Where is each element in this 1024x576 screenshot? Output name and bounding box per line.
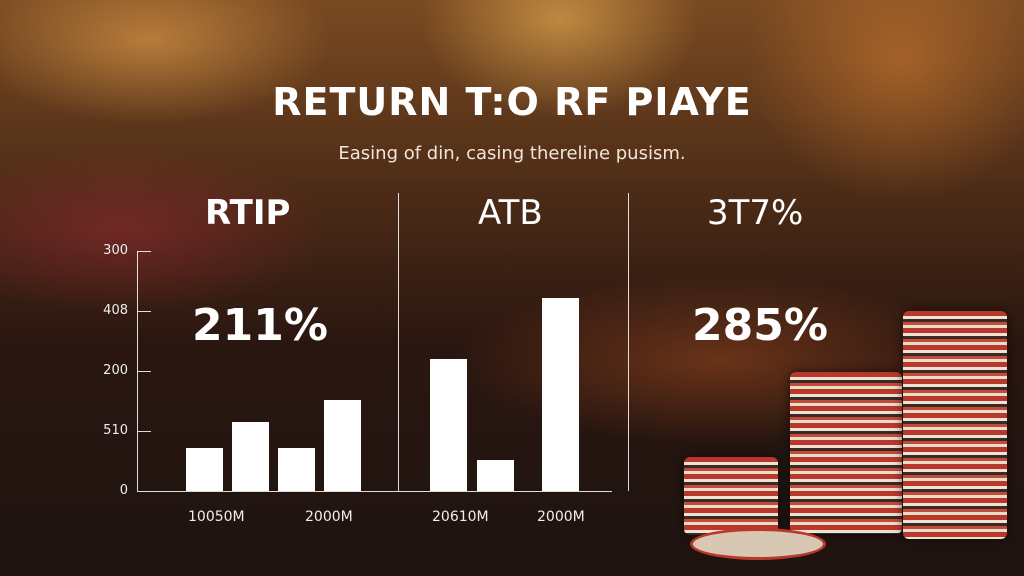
chart-title-rtip: RTIP (205, 193, 291, 233)
tick-mark (137, 251, 151, 252)
y-tick: 510 (103, 423, 128, 438)
tick-mark (137, 311, 151, 312)
x-axis (137, 491, 612, 492)
chart-title-atb: ATB (478, 193, 543, 233)
divider (628, 193, 629, 491)
page-title: RETURN T:O RF PIAYE (272, 80, 752, 124)
page-subtitle: Easing of din, casing thereline pusism. (338, 143, 686, 164)
y-tick: 0 (119, 483, 128, 498)
y-tick: 408 (103, 303, 128, 318)
x-tick-label: 2000M (537, 509, 585, 525)
chip-stack (790, 372, 902, 534)
x-tick-label: 20610M (432, 509, 489, 525)
rtip-bar-2 (232, 422, 269, 491)
chip-stack (903, 311, 1007, 539)
y-tick: 200 (103, 363, 128, 378)
chip-stack (684, 457, 778, 535)
y-tick: 300 (103, 243, 128, 258)
x-tick-label: 10050M (188, 509, 245, 525)
x-tick-label: 2000M (305, 509, 353, 525)
rtip-annotation: 211% (192, 300, 328, 351)
tick-mark (137, 431, 151, 432)
chip (690, 528, 826, 560)
tick-mark (137, 371, 151, 372)
rtip-bar-3 (278, 447, 315, 491)
rtip-bar-4 (324, 399, 361, 491)
atb-bar-2 (477, 459, 514, 491)
chart-title-right: 3T7% (707, 193, 804, 233)
right-annotation: 285% (692, 300, 828, 351)
atb-bar-3 (542, 297, 579, 491)
atb-bar-1 (430, 359, 467, 491)
rtip-bar-1 (186, 447, 223, 491)
divider (398, 193, 399, 491)
